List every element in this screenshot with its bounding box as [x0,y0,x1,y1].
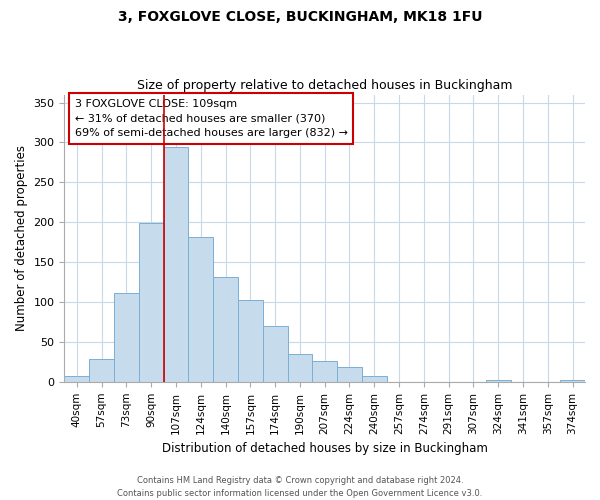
Y-axis label: Number of detached properties: Number of detached properties [15,145,28,331]
Bar [313,361,337,382]
Title: Size of property relative to detached houses in Buckingham: Size of property relative to detached ho… [137,79,512,92]
Bar [89,358,114,382]
Bar [164,147,188,382]
Bar [64,376,89,382]
Text: 3, FOXGLOVE CLOSE, BUCKINGHAM, MK18 1FU: 3, FOXGLOVE CLOSE, BUCKINGHAM, MK18 1FU [118,10,482,24]
Bar [188,238,213,382]
Bar [560,380,585,382]
Bar [337,366,362,382]
Bar [114,293,139,382]
Bar [287,354,313,382]
Bar [139,223,164,382]
Bar [263,326,287,382]
Bar [213,278,238,382]
Bar [362,376,386,382]
X-axis label: Distribution of detached houses by size in Buckingham: Distribution of detached houses by size … [162,442,488,455]
Bar [238,300,263,382]
Text: Contains HM Land Registry data © Crown copyright and database right 2024.
Contai: Contains HM Land Registry data © Crown c… [118,476,482,498]
Text: 3 FOXGLOVE CLOSE: 109sqm
← 31% of detached houses are smaller (370)
69% of semi-: 3 FOXGLOVE CLOSE: 109sqm ← 31% of detach… [75,99,348,138]
Bar [486,380,511,382]
